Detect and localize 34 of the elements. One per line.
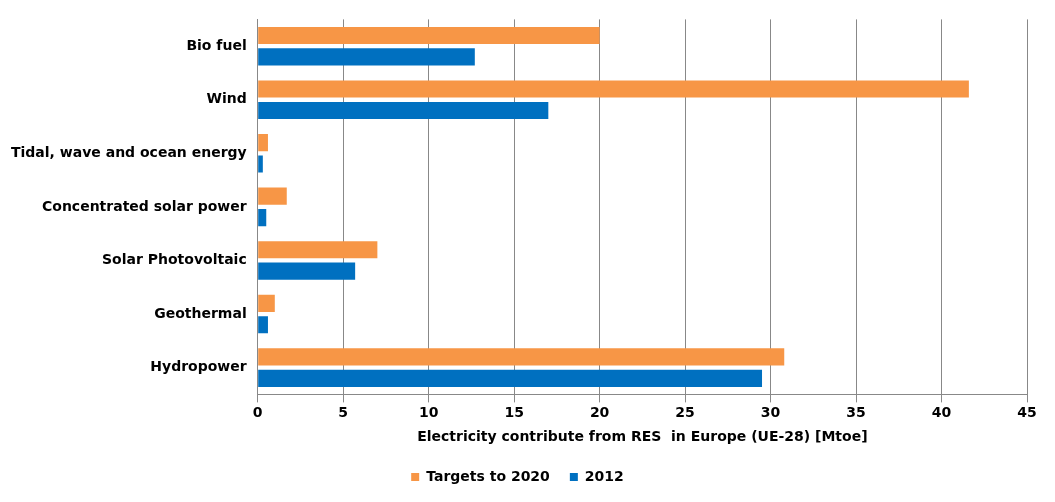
bar <box>258 101 549 120</box>
bar <box>258 134 268 152</box>
x-axis-title: Electricity contribute from RES in Europe (UE-28) [Mtoe] <box>417 428 868 445</box>
y-tick-label: Hydropower <box>150 358 247 375</box>
bar <box>258 26 600 45</box>
bar <box>258 187 287 205</box>
legend-label: 2012 <box>584 467 624 484</box>
x-tick-label: 35 <box>846 404 866 421</box>
y-tick-label: Concentrated solar power <box>42 197 247 214</box>
bar <box>258 80 969 98</box>
x-tick-label: 30 <box>760 404 781 421</box>
bar <box>258 262 356 280</box>
x-tick-label: 45 <box>1017 404 1037 421</box>
y-tick-label: Solar Photovoltaic <box>102 251 247 268</box>
bar <box>258 294 275 312</box>
x-tick-label: 40 <box>931 404 952 421</box>
bar <box>258 155 263 173</box>
x-tick-label: 25 <box>675 404 695 421</box>
x-tick-label: 15 <box>504 404 524 421</box>
bar <box>258 316 268 334</box>
y-tick-label: Tidal, wave and ocean energy <box>11 143 247 160</box>
bar <box>258 348 785 366</box>
x-tick-label: 10 <box>418 404 439 421</box>
x-tick-label: 0 <box>252 404 263 421</box>
bar <box>258 209 267 227</box>
x-tick-label: 20 <box>589 404 610 421</box>
y-tick-label: Geothermal <box>154 304 247 321</box>
legend-label: Targets to 2020 <box>426 467 551 484</box>
x-tick-label: 5 <box>338 404 349 421</box>
y-tick-label: Bio fuel <box>186 36 247 53</box>
bar <box>258 241 378 259</box>
bar <box>258 369 763 387</box>
y-tick-label: Wind <box>206 90 247 107</box>
bar <box>258 48 475 66</box>
